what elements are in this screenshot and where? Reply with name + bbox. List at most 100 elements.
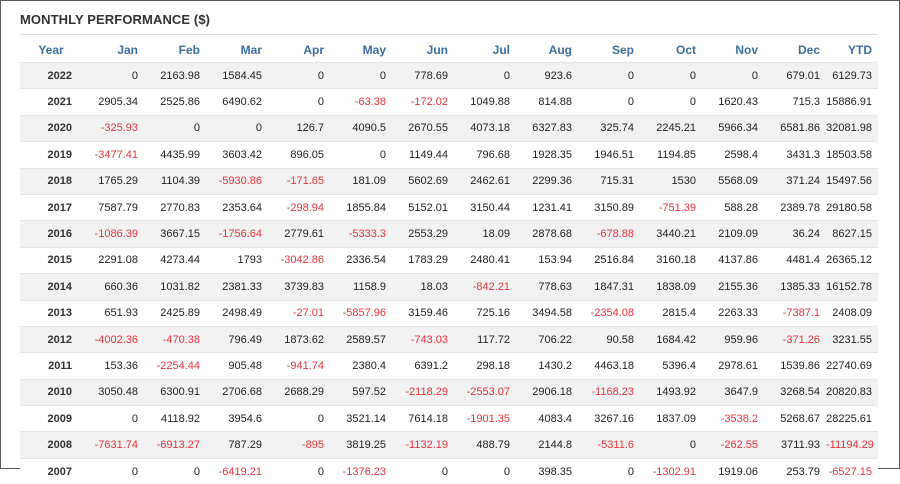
jun-cell: 2670.55 <box>392 115 454 141</box>
column-header-ytd: YTD <box>826 38 878 63</box>
apr-cell: 896.05 <box>268 142 330 168</box>
feb-cell: 4118.92 <box>144 406 206 432</box>
jan-cell: -3477.41 <box>82 142 144 168</box>
apr-cell: 0 <box>268 89 330 115</box>
ytd-cell: 15497.56 <box>826 168 878 194</box>
ytd-cell: 16152.78 <box>826 274 878 300</box>
mar-cell: 3603.42 <box>206 142 268 168</box>
apr-cell: 3739.83 <box>268 274 330 300</box>
oct-cell: 1530 <box>640 168 702 194</box>
mar-cell: 2706.68 <box>206 379 268 405</box>
year-cell: 2009 <box>20 406 82 432</box>
jul-cell: 488.79 <box>454 432 516 458</box>
jun-cell: 3159.46 <box>392 300 454 326</box>
column-header-jul: Jul <box>454 38 516 63</box>
feb-cell: 1031.82 <box>144 274 206 300</box>
dec-cell: 36.24 <box>764 221 826 247</box>
title-divider <box>20 34 878 35</box>
feb-cell: 4273.44 <box>144 247 206 273</box>
mar-cell: 2498.49 <box>206 300 268 326</box>
column-header-mar: Mar <box>206 38 268 63</box>
apr-cell: -171.65 <box>268 168 330 194</box>
dec-cell: 1539.86 <box>764 353 826 379</box>
jan-cell: -325.93 <box>82 115 144 141</box>
column-header-feb: Feb <box>144 38 206 63</box>
ytd-cell: 20820.83 <box>826 379 878 405</box>
apr-cell: 0 <box>268 63 330 89</box>
dec-cell: 715.3 <box>764 89 826 115</box>
mar-cell: -6419.21 <box>206 458 268 484</box>
year-cell: 2015 <box>20 247 82 273</box>
jan-cell: 651.93 <box>82 300 144 326</box>
oct-cell: 0 <box>640 432 702 458</box>
ytd-cell: 6129.73 <box>826 63 878 89</box>
oct-cell: 3160.18 <box>640 247 702 273</box>
may-cell: 3521.14 <box>330 406 392 432</box>
feb-cell: -2254.44 <box>144 353 206 379</box>
aug-cell: 3494.58 <box>516 300 578 326</box>
sep-cell: 0 <box>578 458 640 484</box>
jan-cell: -4002.36 <box>82 326 144 352</box>
jul-cell: 4073.18 <box>454 115 516 141</box>
apr-cell: 1873.62 <box>268 326 330 352</box>
nov-cell: 4137.86 <box>702 247 764 273</box>
year-cell: 2020 <box>20 115 82 141</box>
year-cell: 2011 <box>20 353 82 379</box>
nov-cell: 1620.43 <box>702 89 764 115</box>
jun-cell: -1132.19 <box>392 432 454 458</box>
dec-cell: 3268.54 <box>764 379 826 405</box>
year-cell: 2016 <box>20 221 82 247</box>
ytd-cell: 22740.69 <box>826 353 878 379</box>
oct-cell: 0 <box>640 63 702 89</box>
jul-cell: -1901.35 <box>454 406 516 432</box>
jul-cell: 796.68 <box>454 142 516 168</box>
sep-cell: 715.31 <box>578 168 640 194</box>
year-cell: 2007 <box>20 458 82 484</box>
column-header-sep: Sep <box>578 38 640 63</box>
year-cell: 2018 <box>20 168 82 194</box>
apr-cell: 0 <box>268 406 330 432</box>
oct-cell: -1302.91 <box>640 458 702 484</box>
mar-cell: 3954.6 <box>206 406 268 432</box>
jan-cell: 2905.34 <box>82 89 144 115</box>
dec-cell: 2389.78 <box>764 194 826 220</box>
jan-cell: 0 <box>82 63 144 89</box>
sep-cell: -5311.6 <box>578 432 640 458</box>
dec-cell: 1385.33 <box>764 274 826 300</box>
nov-cell: -262.55 <box>702 432 764 458</box>
oct-cell: 1837.09 <box>640 406 702 432</box>
dec-cell: -7387.1 <box>764 300 826 326</box>
sep-cell: -1168.23 <box>578 379 640 405</box>
nov-cell: 1919.06 <box>702 458 764 484</box>
sep-cell: -2354.08 <box>578 300 640 326</box>
aug-cell: 2299.36 <box>516 168 578 194</box>
jul-cell: 298.18 <box>454 353 516 379</box>
aug-cell: 1231.41 <box>516 194 578 220</box>
jul-cell: 3150.44 <box>454 194 516 220</box>
ytd-cell: 3231.55 <box>826 326 878 352</box>
year-cell: 2017 <box>20 194 82 220</box>
jan-cell: 2291.08 <box>82 247 144 273</box>
may-cell: 1855.84 <box>330 194 392 220</box>
jul-cell: 0 <box>454 458 516 484</box>
nov-cell: -3538.2 <box>702 406 764 432</box>
may-cell: 2589.57 <box>330 326 392 352</box>
mar-cell: 1793 <box>206 247 268 273</box>
mar-cell: 796.49 <box>206 326 268 352</box>
sep-cell: 3150.89 <box>578 194 640 220</box>
may-cell: 2380.4 <box>330 353 392 379</box>
mar-cell: -5930.86 <box>206 168 268 194</box>
year-cell: 2008 <box>20 432 82 458</box>
sep-cell: 2516.84 <box>578 247 640 273</box>
dec-cell: 5268.67 <box>764 406 826 432</box>
dec-cell: 371.24 <box>764 168 826 194</box>
aug-cell: 923.6 <box>516 63 578 89</box>
oct-cell: 1194.85 <box>640 142 702 168</box>
